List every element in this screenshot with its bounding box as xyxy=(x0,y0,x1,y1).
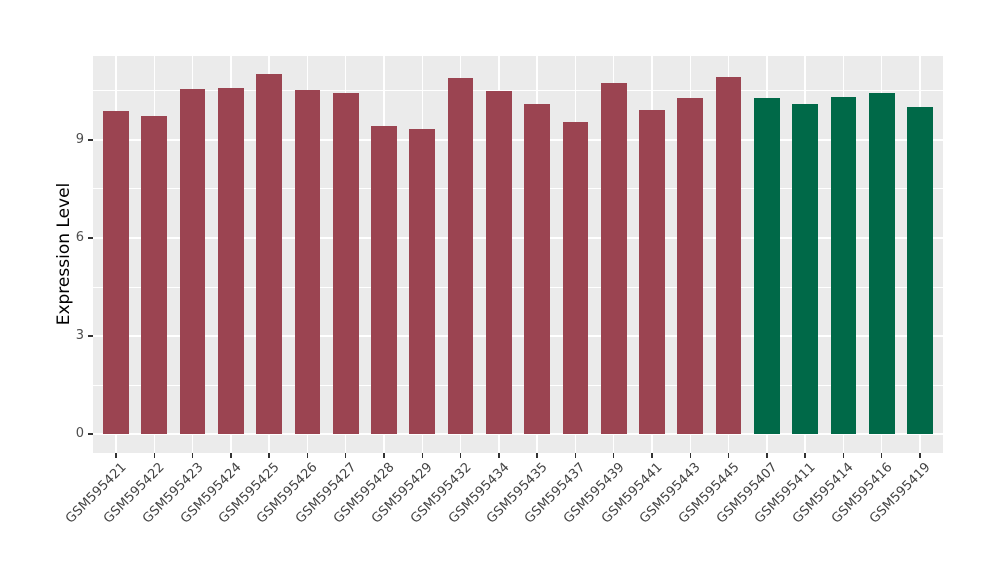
bar-GSM595445 xyxy=(715,76,742,435)
y-tick-label-9: 9 xyxy=(75,131,84,147)
y-tick-mark-0 xyxy=(88,433,93,435)
bar-GSM595429 xyxy=(409,128,436,435)
bar-GSM595435 xyxy=(524,104,550,435)
x-tick-mark-GSM595423 xyxy=(191,453,194,458)
gridline-minor-y-1.5 xyxy=(93,384,943,386)
x-tick-mark-GSM595434 xyxy=(498,453,500,458)
bar-GSM595434 xyxy=(486,90,512,435)
y-tick-mark-9 xyxy=(88,139,93,141)
bar-GSM595432 xyxy=(447,78,474,435)
gridline-minor-y-10.5 xyxy=(93,90,943,92)
bar-GSM595439 xyxy=(600,82,627,435)
x-tick-mark-GSM595419 xyxy=(919,453,921,458)
bar-GSM595443 xyxy=(677,98,704,435)
x-tick-mark-GSM595435 xyxy=(536,453,538,458)
y-tick-mark-6 xyxy=(88,237,93,239)
bar-GSM595428 xyxy=(371,125,397,435)
gridline-major-y-6 xyxy=(93,236,943,239)
bar-GSM595424 xyxy=(218,88,244,435)
bar-GSM595419 xyxy=(907,106,933,435)
y-axis-title: Expression Level xyxy=(54,182,74,326)
x-tick-mark-GSM595427 xyxy=(344,453,347,458)
y-tick-label-0: 0 xyxy=(75,426,84,442)
bar-GSM595437 xyxy=(562,121,589,435)
plot-panel xyxy=(93,56,943,453)
bar-GSM595425 xyxy=(256,74,282,435)
x-tick-mark-GSM595414 xyxy=(842,453,845,458)
x-tick-mark-GSM595437 xyxy=(574,453,577,458)
x-tick-mark-GSM595432 xyxy=(459,453,462,458)
x-tick-mark-GSM595426 xyxy=(306,453,309,458)
bar-GSM595421 xyxy=(103,110,129,435)
x-tick-mark-GSM595424 xyxy=(230,453,232,458)
x-tick-mark-GSM595429 xyxy=(421,453,424,458)
gridline-major-y-3 xyxy=(93,335,943,338)
bar-GSM595422 xyxy=(141,116,168,435)
bar-GSM595441 xyxy=(639,109,665,435)
bar-GSM595423 xyxy=(179,89,206,435)
gridline-major-y-0 xyxy=(93,433,943,436)
bar-GSM595426 xyxy=(294,89,321,435)
y-tick-mark-3 xyxy=(88,335,93,337)
bar-GSM595414 xyxy=(830,96,857,435)
x-tick-mark-GSM595439 xyxy=(612,453,615,458)
x-tick-mark-GSM595443 xyxy=(689,453,692,458)
gridline-minor-y-7.5 xyxy=(93,188,943,190)
x-tick-mark-GSM595441 xyxy=(651,453,653,458)
x-tick-mark-GSM595428 xyxy=(383,453,385,458)
bar-GSM595411 xyxy=(792,103,818,435)
bar-GSM595427 xyxy=(332,92,359,435)
gridline-major-y-9 xyxy=(93,138,943,141)
x-tick-mark-GSM595445 xyxy=(727,453,730,458)
x-tick-mark-GSM595407 xyxy=(766,453,768,458)
bar-GSM595416 xyxy=(868,93,895,435)
x-tick-mark-GSM595411 xyxy=(804,453,806,458)
x-tick-mark-GSM595421 xyxy=(115,453,117,458)
gridline-minor-y-4.5 xyxy=(93,286,943,288)
x-tick-mark-GSM595422 xyxy=(153,453,155,458)
y-tick-label-3: 3 xyxy=(75,328,84,344)
x-tick-mark-GSM595425 xyxy=(268,453,270,458)
bar-GSM595407 xyxy=(754,98,780,435)
x-tick-mark-GSM595416 xyxy=(880,453,883,458)
y-tick-label-6: 6 xyxy=(75,229,84,245)
